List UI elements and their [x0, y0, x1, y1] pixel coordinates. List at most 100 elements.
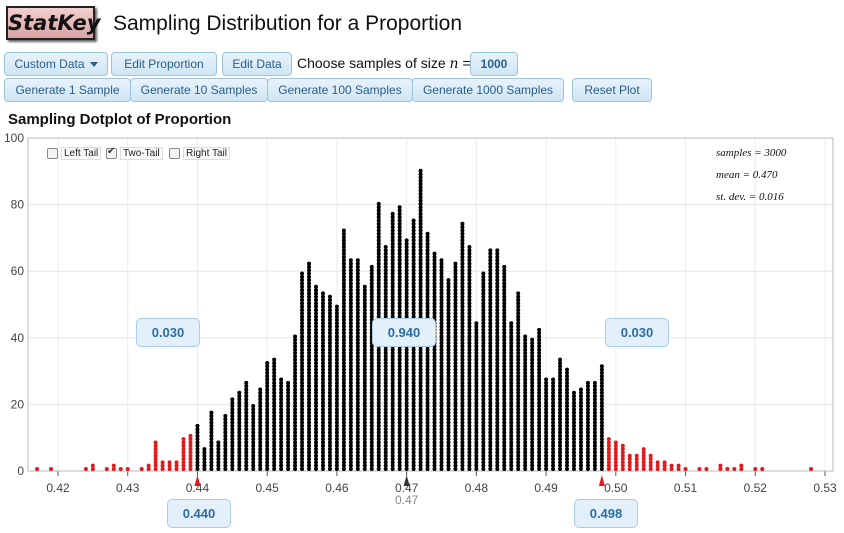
- center-dot: [286, 407, 291, 412]
- left-tail-option[interactable]: Left Tail: [47, 147, 102, 161]
- center-dot: [300, 284, 305, 289]
- center-dot: [390, 377, 395, 382]
- right-tail-checkbox[interactable]: [169, 148, 180, 159]
- center-dot: [474, 377, 479, 382]
- center-dot: [341, 261, 346, 266]
- center-dot: [223, 463, 228, 468]
- generate-1-sample-button[interactable]: Generate 1 Sample: [4, 78, 131, 102]
- center-dot: [467, 427, 472, 432]
- center-dot: [307, 400, 312, 405]
- center-dot: [355, 288, 360, 293]
- center-dot: [467, 304, 472, 309]
- center-dot: [293, 460, 298, 465]
- samples-stat: samples = 3000: [716, 147, 787, 159]
- center-dot: [307, 374, 312, 379]
- center-dot: [279, 420, 284, 425]
- center-dot: [383, 264, 388, 269]
- center-dot: [265, 374, 270, 379]
- tail-dot: [83, 467, 88, 471]
- center-dot: [286, 427, 291, 432]
- center-dot: [300, 311, 305, 316]
- center-dot: [293, 450, 298, 455]
- center-dot: [578, 450, 583, 455]
- center-dot: [460, 341, 465, 346]
- center-dot: [488, 390, 493, 395]
- center-dot: [509, 321, 514, 326]
- center-dot: [307, 437, 312, 442]
- generate-10-samples-button[interactable]: Generate 10 Samples: [130, 78, 268, 102]
- custom-data-dropdown[interactable]: Custom Data: [4, 52, 108, 76]
- center-dot: [439, 271, 444, 276]
- generate-1000-samples-button[interactable]: Generate 1000 Samples: [412, 78, 564, 102]
- center-dot: [300, 377, 305, 382]
- center-dot: [523, 337, 528, 342]
- center-dot: [272, 417, 277, 422]
- center-dot: [307, 264, 312, 269]
- center-dot: [397, 463, 402, 468]
- center-dot: [418, 175, 423, 180]
- center-dot: [453, 307, 458, 312]
- center-dot: [502, 463, 507, 468]
- center-dot: [578, 417, 583, 422]
- center-dot: [530, 364, 535, 369]
- center-dot: [474, 437, 479, 442]
- center-dot: [341, 228, 346, 233]
- center-dot: [460, 453, 465, 458]
- edit-proportion-button[interactable]: Edit Proportion: [111, 52, 217, 76]
- center-dot: [300, 397, 305, 402]
- center-dot: [307, 321, 312, 326]
- generate-100-samples-button[interactable]: Generate 100 Samples: [267, 78, 413, 102]
- center-dot: [355, 341, 360, 346]
- center-dot: [516, 410, 521, 415]
- center-dot: [453, 271, 458, 276]
- center-dot: [369, 463, 374, 468]
- center-dot: [307, 410, 312, 415]
- center-dot: [523, 430, 528, 435]
- left-tail-proportion[interactable]: 0.030: [136, 318, 200, 347]
- center-dot: [300, 437, 305, 442]
- center-dot: [446, 400, 451, 405]
- center-dot: [390, 211, 395, 216]
- center-dot: [530, 341, 535, 346]
- left-tail-checkbox[interactable]: [47, 148, 58, 159]
- edit-data-button[interactable]: Edit Data: [222, 52, 292, 76]
- center-dot: [334, 380, 339, 385]
- two-tail-checkbox[interactable]: [106, 146, 117, 159]
- center-dot: [425, 433, 430, 438]
- center-dot: [293, 453, 298, 458]
- center-dot: [313, 317, 318, 322]
- reset-plot-button[interactable]: Reset Plot: [572, 78, 652, 102]
- center-dot: [453, 327, 458, 332]
- center-proportion[interactable]: 0.940: [372, 318, 436, 347]
- center-dot: [307, 274, 312, 279]
- center-dot: [537, 337, 542, 342]
- right-tail-proportion[interactable]: 0.030: [605, 318, 669, 347]
- center-dot: [495, 351, 500, 356]
- center-dot: [509, 427, 514, 432]
- center-dot: [418, 281, 423, 286]
- center-dot: [334, 407, 339, 412]
- center-dot: [300, 417, 305, 422]
- center-dot: [523, 410, 528, 415]
- tail-dot: [111, 467, 116, 471]
- center-dot: [425, 264, 430, 269]
- right-cutoff-value[interactable]: 0.498: [574, 499, 638, 528]
- left-cutoff-value[interactable]: 0.440: [167, 499, 231, 528]
- two-tail-option[interactable]: Two-Tail: [106, 146, 163, 161]
- tail-dot: [697, 467, 702, 471]
- right-tail-option[interactable]: Right Tail: [169, 147, 230, 161]
- center-dot: [376, 467, 381, 471]
- statkey-logo[interactable]: StatKey: [6, 6, 100, 40]
- center-dot: [516, 443, 521, 448]
- center-dot: [558, 360, 563, 365]
- center-dot: [390, 360, 395, 365]
- center-dot: [558, 357, 563, 362]
- center-dot: [355, 433, 360, 438]
- center-dot: [467, 400, 472, 405]
- center-dot: [223, 433, 228, 438]
- center-dot: [376, 291, 381, 296]
- center-dot: [397, 291, 402, 296]
- sample-size-button[interactable]: 1000: [470, 52, 518, 76]
- tail-dot: [641, 447, 646, 452]
- center-dot: [495, 254, 500, 259]
